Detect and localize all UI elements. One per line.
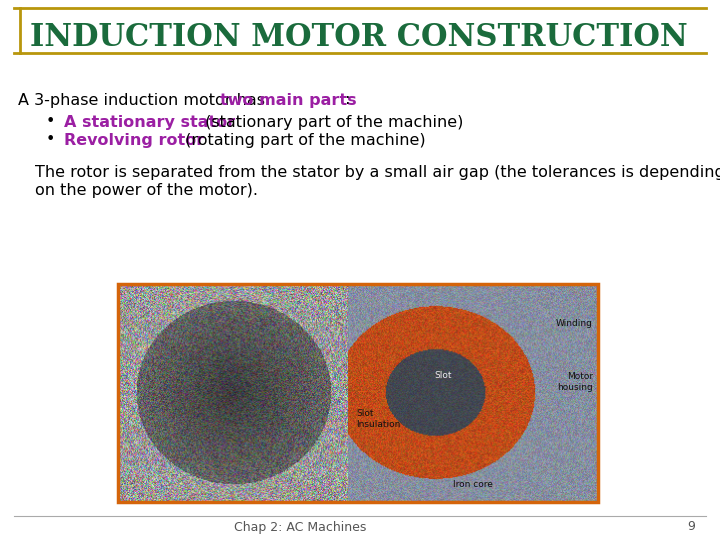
Text: •: • bbox=[45, 132, 55, 147]
Text: 9: 9 bbox=[687, 521, 695, 534]
Text: (stationary part of the machine): (stationary part of the machine) bbox=[200, 114, 464, 130]
Text: •: • bbox=[45, 114, 55, 130]
Text: Chap 2: AC Machines: Chap 2: AC Machines bbox=[234, 521, 366, 534]
Text: Revolving rotor: Revolving rotor bbox=[64, 132, 204, 147]
Text: Winding: Winding bbox=[556, 319, 593, 328]
Text: Iron core: Iron core bbox=[453, 480, 493, 489]
Text: two main parts: two main parts bbox=[220, 92, 356, 107]
Bar bbox=[118, 284, 598, 502]
Text: Slot
Insulation: Slot Insulation bbox=[356, 409, 400, 429]
Text: (rotating part of the machine): (rotating part of the machine) bbox=[180, 132, 426, 147]
Text: INDUCTION MOTOR CONSTRUCTION: INDUCTION MOTOR CONSTRUCTION bbox=[30, 23, 688, 53]
Text: A stationary stator: A stationary stator bbox=[64, 114, 235, 130]
Text: Motor
housing: Motor housing bbox=[557, 373, 593, 392]
Text: on the power of the motor).: on the power of the motor). bbox=[35, 183, 258, 198]
Text: Slot: Slot bbox=[434, 371, 451, 380]
Text: A 3-phase induction motor has: A 3-phase induction motor has bbox=[18, 92, 270, 107]
Text: The rotor is separated from the stator by a small air gap (the tolerances is dep: The rotor is separated from the stator b… bbox=[35, 165, 720, 179]
Text: :: : bbox=[340, 92, 351, 107]
